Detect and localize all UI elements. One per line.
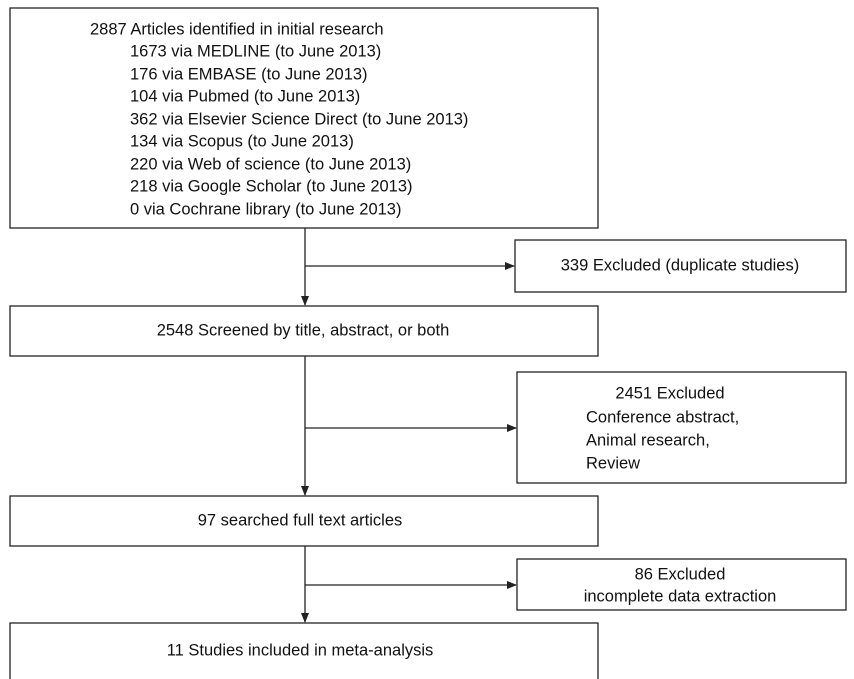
node-text: incomplete data extraction — [584, 587, 777, 605]
node-text: 2451 Excluded — [615, 384, 724, 402]
box — [9, 305, 599, 357]
node-text: 11 Studies included in meta-analysis — [167, 641, 434, 659]
node-text: 339 Excluded (duplicate studies) — [561, 256, 799, 274]
node-text: 362 via Elsevier Science Direct (to June… — [130, 110, 468, 128]
node-text: Review — [586, 454, 640, 472]
node-text: 218 via Google Scholar (to June 2013) — [130, 177, 413, 195]
node-text: 97 searched full text articles — [198, 511, 403, 529]
node-text: 176 via EMBASE (to June 2013) — [130, 65, 368, 83]
box — [9, 495, 599, 547]
node-text: 86 Excluded — [635, 565, 726, 583]
node-text: 134 via Scopus (to June 2013) — [130, 132, 354, 150]
node-text: 2548 Screened by title, abstract, or bot… — [157, 321, 450, 339]
node-text: 0 via Cochrane library (to June 2013) — [130, 200, 401, 218]
box — [516, 558, 847, 611]
node-text: Animal research, — [586, 431, 710, 449]
node-text: Conference abstract, — [586, 408, 739, 426]
box — [9, 7, 599, 229]
node-text: 104 via Pubmed (to June 2013) — [130, 87, 360, 105]
box — [516, 371, 847, 484]
node-text: 1673 via MEDLINE (to June 2013) — [130, 42, 381, 60]
box — [514, 239, 847, 293]
box — [9, 622, 599, 679]
node-text: 220 via Web of science (to June 2013) — [130, 155, 411, 173]
node-text: 2887 Articles identified in initial rese… — [90, 20, 384, 38]
